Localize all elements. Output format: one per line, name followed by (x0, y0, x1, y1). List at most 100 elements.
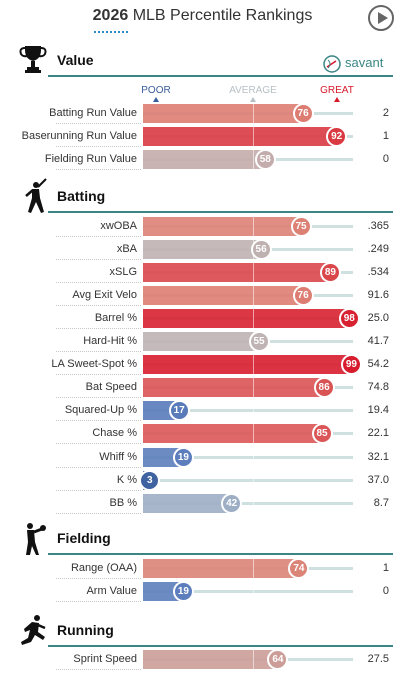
metric-label: Whiff % (99, 451, 137, 463)
metric-row-arm-value[interactable]: Arm Value 19 0 (0, 580, 405, 603)
metric-row-bat-speed[interactable]: Bat Speed 86 74.8 (0, 376, 405, 399)
label-leader-line (56, 123, 141, 124)
percentile-bubble: 64 (267, 649, 289, 670)
metric-row-avg-exit-velo[interactable]: Avg Exit Velo 76 91.6 (0, 284, 405, 307)
metric-row-xba[interactable]: xBA 56 .249 (0, 238, 405, 261)
metric-row-squared-up[interactable]: Squared-Up % 17 19.4 (0, 399, 405, 422)
metric-value: 8.7 (373, 497, 389, 509)
metric-value: 2 (382, 107, 389, 119)
batter-icon (25, 178, 47, 213)
metric-value: .534 (367, 266, 389, 278)
percentile-track (143, 456, 353, 459)
percentile-bubble: 75 (290, 216, 312, 237)
label-leader-line (56, 259, 141, 260)
percentile-track (143, 479, 353, 482)
average-marker (253, 401, 254, 420)
percentile-bubble: 19 (172, 447, 194, 468)
metric-label: Baserunning Run Value (21, 130, 137, 142)
percentile-bar (143, 127, 337, 146)
percentile-bubble: 89 (319, 262, 341, 283)
percentile-bubble: 74 (288, 558, 310, 579)
metric-label: LA Sweet-Spot % (51, 358, 137, 370)
average-marker (253, 150, 254, 169)
percentile-bubble: 98 (338, 308, 360, 329)
metric-label: Hard-Hit % (83, 335, 137, 347)
percentile-track (143, 590, 353, 593)
average-marker (253, 263, 254, 282)
metric-label: Fielding Run Value (44, 153, 137, 165)
metric-value: 91.6 (367, 289, 389, 301)
section-divider (48, 75, 393, 77)
section-batting: Batting (0, 176, 405, 216)
section-title: Batting (57, 188, 106, 204)
metric-row-whiff[interactable]: Whiff % 19 32.1 (0, 446, 405, 469)
percentile-bubble: 19 (172, 581, 194, 602)
percentile-bar (143, 240, 261, 259)
section-title: Value (57, 52, 94, 68)
metric-row-la-sweet-spot[interactable]: LA Sweet-Spot % 99 54.2 (0, 353, 405, 376)
label-leader-line (56, 601, 141, 602)
metric-row-barrel[interactable]: Barrel % 98 25.0 (0, 307, 405, 330)
savant-logo-icon (323, 55, 341, 73)
metric-label: Chase % (92, 427, 137, 439)
metric-label: Avg Exit Velo (72, 289, 137, 301)
metric-row-batting-run-value[interactable]: Batting Run Value 76 2 (0, 102, 405, 125)
label-leader-line (56, 305, 141, 306)
metric-label: Bat Speed (85, 381, 137, 393)
section-title: Fielding (57, 530, 111, 546)
metric-row-fielding-run-value[interactable]: Fielding Run Value 58 0 (0, 148, 405, 171)
metric-value: 32.1 (367, 451, 389, 463)
label-leader-line (56, 443, 141, 444)
percentile-bar (143, 263, 330, 282)
metric-row-xwoba[interactable]: xwOBA 75 .365 (0, 215, 405, 238)
percentile-bubble: 3 (139, 470, 161, 491)
section-divider (48, 645, 393, 647)
metric-label: xwOBA (100, 220, 137, 232)
percentile-bubble: 56 (250, 239, 272, 260)
metric-row-xslg[interactable]: xSLG 89 .534 (0, 261, 405, 284)
percentile-bar (143, 286, 303, 305)
label-leader-line (56, 236, 141, 237)
metric-value: 27.5 (367, 653, 389, 665)
section-divider (48, 553, 393, 555)
scale-poor-arrow (153, 97, 159, 102)
metric-value: 0 (382, 153, 389, 165)
average-marker (253, 286, 254, 305)
metric-label: K % (116, 474, 137, 486)
percentile-bar (143, 217, 301, 236)
percentile-track (143, 502, 353, 505)
label-leader-line (56, 146, 141, 147)
metric-row-sprint-speed[interactable]: Sprint Speed 64 27.5 (0, 648, 405, 671)
percentile-bubble: 17 (168, 400, 190, 421)
metric-row-bb[interactable]: BB % 42 8.7 (0, 492, 405, 515)
label-leader-line (56, 420, 141, 421)
percentile-bubble: 58 (254, 149, 276, 170)
metric-label: Sprint Speed (73, 653, 137, 665)
metric-value: 22.1 (367, 427, 389, 439)
play-button[interactable] (368, 5, 394, 31)
percentile-bubble: 76 (292, 103, 314, 124)
percentile-bubble: 92 (326, 126, 348, 147)
metric-row-chase[interactable]: Chase % 85 22.1 (0, 422, 405, 445)
percentile-bar (143, 378, 324, 397)
metric-value: 0 (382, 585, 389, 597)
average-marker (253, 217, 254, 236)
metric-row-k[interactable]: K % 3 37.0 (0, 469, 405, 492)
metric-value: 1 (382, 562, 389, 574)
percentile-bar (143, 559, 299, 578)
metric-row-baserunning-run-value[interactable]: Baserunning Run Value 92 1 (0, 125, 405, 148)
metric-value: .365 (367, 220, 389, 232)
title-year: 2026 (92, 7, 129, 24)
percentile-bar (143, 355, 351, 374)
metric-row-hard-hit[interactable]: Hard-Hit % 55 41.7 (0, 330, 405, 353)
label-leader-line (56, 669, 141, 670)
scale-great-label: GREAT (320, 85, 354, 96)
metric-row-range-oaa[interactable]: Range (OAA) 74 1 (0, 557, 405, 580)
section-running: Running (0, 610, 405, 650)
section-divider (48, 211, 393, 213)
label-leader-line (56, 490, 141, 491)
percentile-bar (143, 494, 232, 513)
percentile-bubble: 42 (221, 493, 243, 514)
metric-label: Arm Value (86, 585, 137, 597)
percentile-bubble: 55 (248, 331, 270, 352)
